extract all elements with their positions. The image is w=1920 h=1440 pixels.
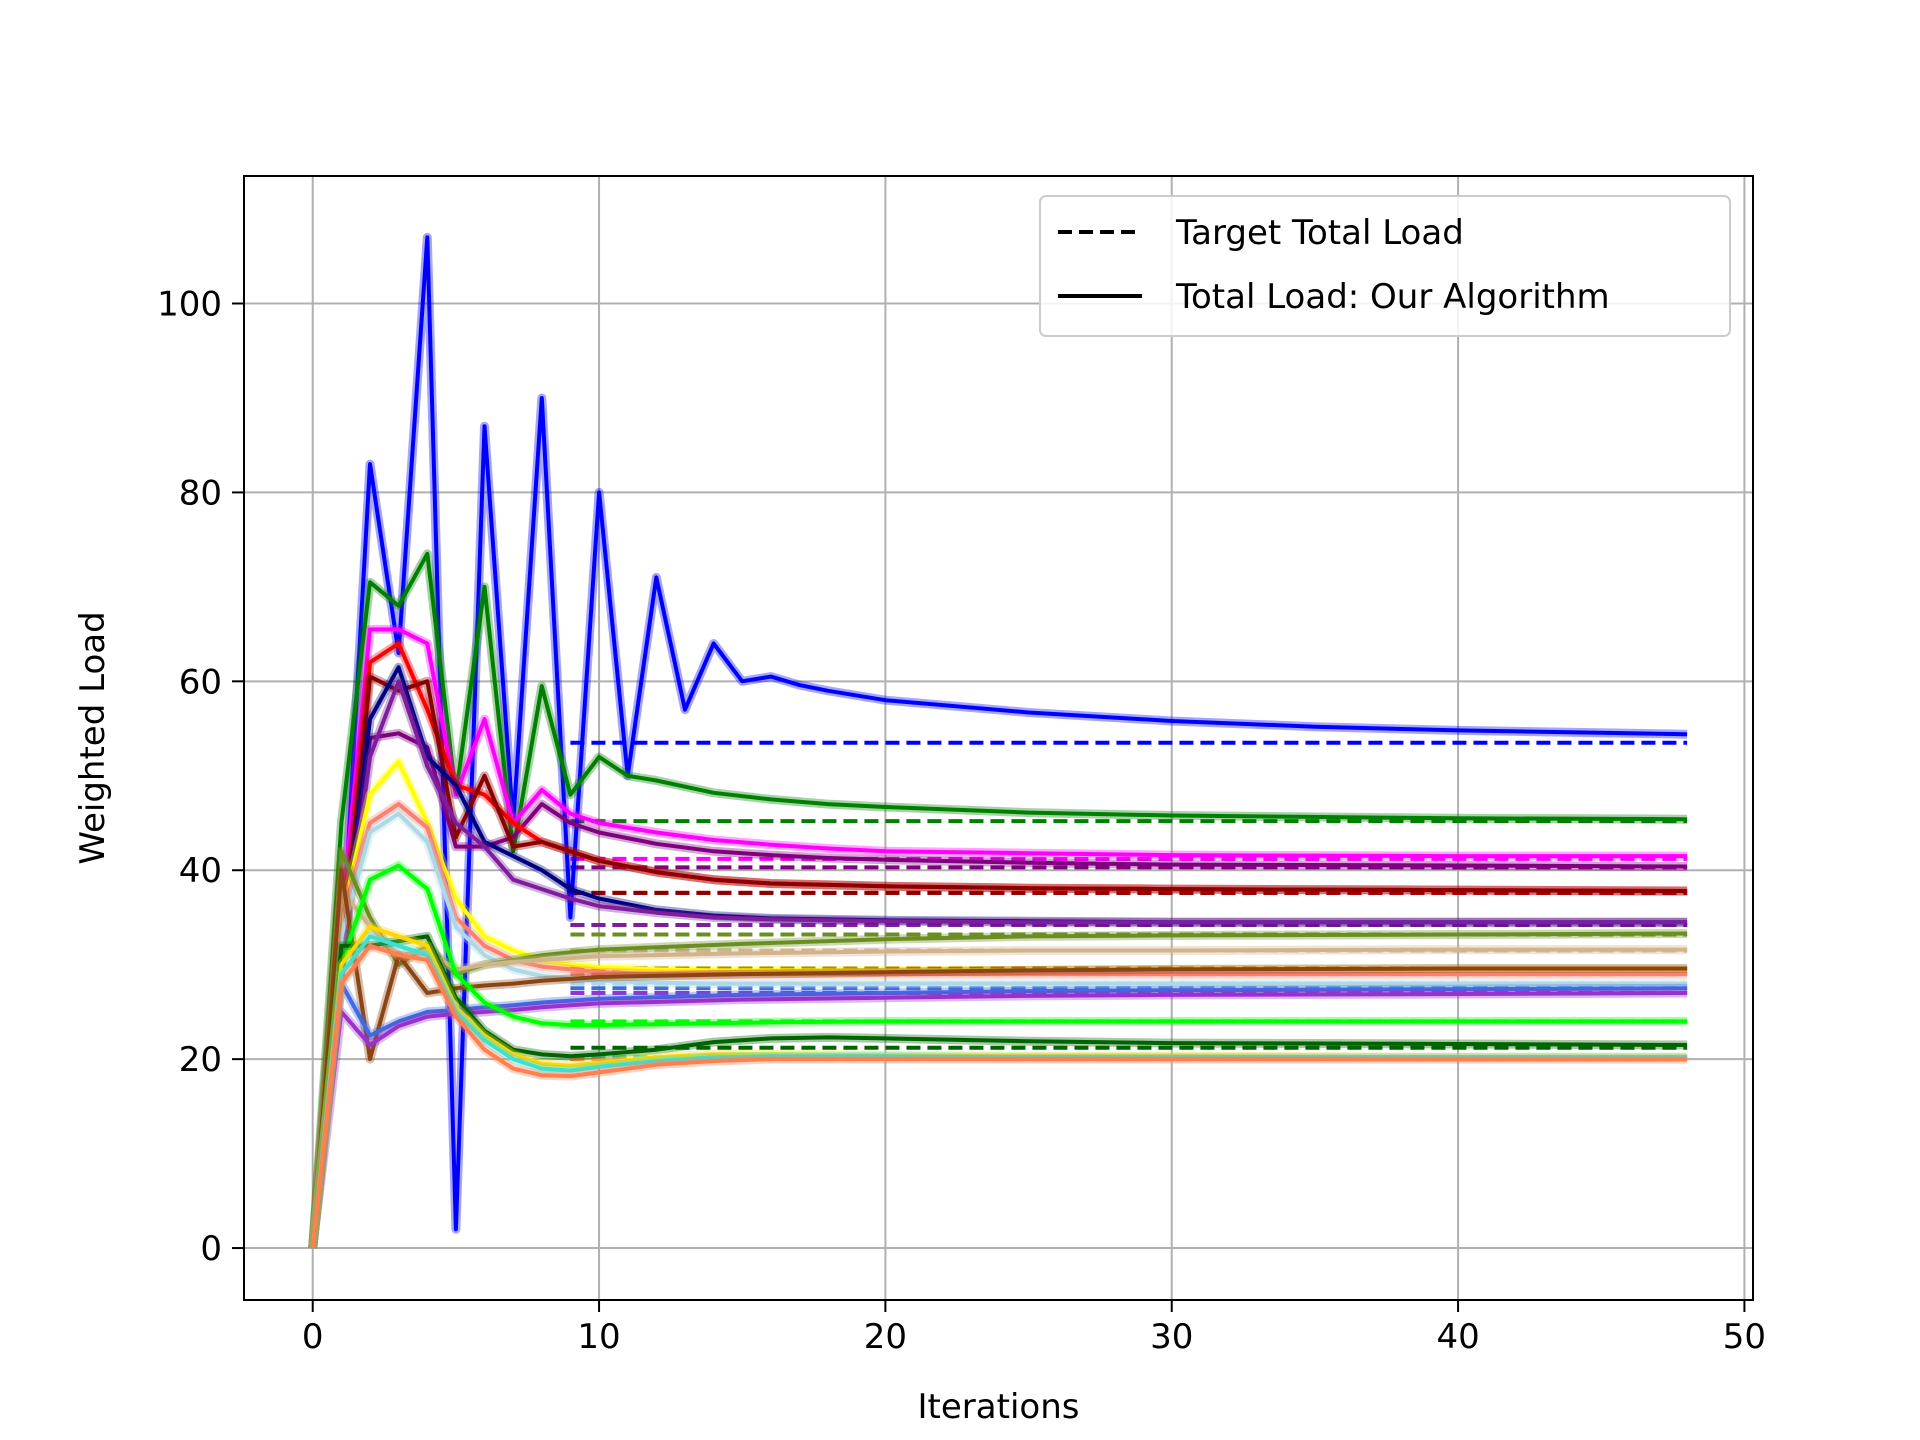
plot-frame	[243, 175, 1754, 1301]
series-line	[310, 674, 1688, 1249]
legend-label-algorithm: Total Load: Our Algorithm	[1175, 277, 1610, 317]
y-tick-label: 60	[179, 662, 222, 702]
series-line	[310, 943, 1688, 1249]
y-tick-label: 80	[179, 473, 222, 513]
legend-label-target: Target Total Load	[1175, 213, 1464, 253]
series-line	[310, 934, 1688, 1249]
x-axis-label: Iterations	[918, 1387, 1080, 1427]
y-tick-label: 20	[179, 1040, 222, 1080]
x-tick-label: 10	[577, 1317, 620, 1357]
series-line	[310, 627, 1688, 1249]
series-line	[310, 868, 1688, 1249]
series-lines	[308, 232, 1688, 1249]
series-line	[310, 731, 1688, 1249]
y-tick-label: 40	[179, 851, 222, 891]
x-tick-label: 40	[1436, 1317, 1479, 1357]
series-line	[310, 849, 1688, 1249]
series-line	[310, 991, 1688, 1249]
legend: Target Total Load Total Load: Our Algori…	[1039, 195, 1731, 337]
series-line	[310, 235, 1688, 1249]
x-tick-label: 30	[1150, 1317, 1193, 1357]
series-line	[310, 551, 1688, 1249]
series-line	[310, 981, 1688, 1249]
y-ticks: 0 20 40 60 80 100	[157, 285, 244, 1269]
legend-box	[1039, 195, 1731, 337]
series-line	[310, 802, 1688, 1249]
x-tick-label: 0	[302, 1317, 324, 1357]
y-tick-label: 100	[157, 285, 222, 325]
y-axis-label: Weighted Load	[73, 611, 113, 864]
series-line	[310, 679, 1688, 1249]
x-tick-label: 20	[864, 1317, 907, 1357]
x-tick-label: 50	[1723, 1317, 1766, 1357]
y-tick-label: 0	[200, 1229, 222, 1269]
series-line	[310, 887, 1688, 1249]
x-ticks: 0 10 20 30 40 50	[302, 1300, 1766, 1357]
series-line	[310, 863, 1688, 1249]
